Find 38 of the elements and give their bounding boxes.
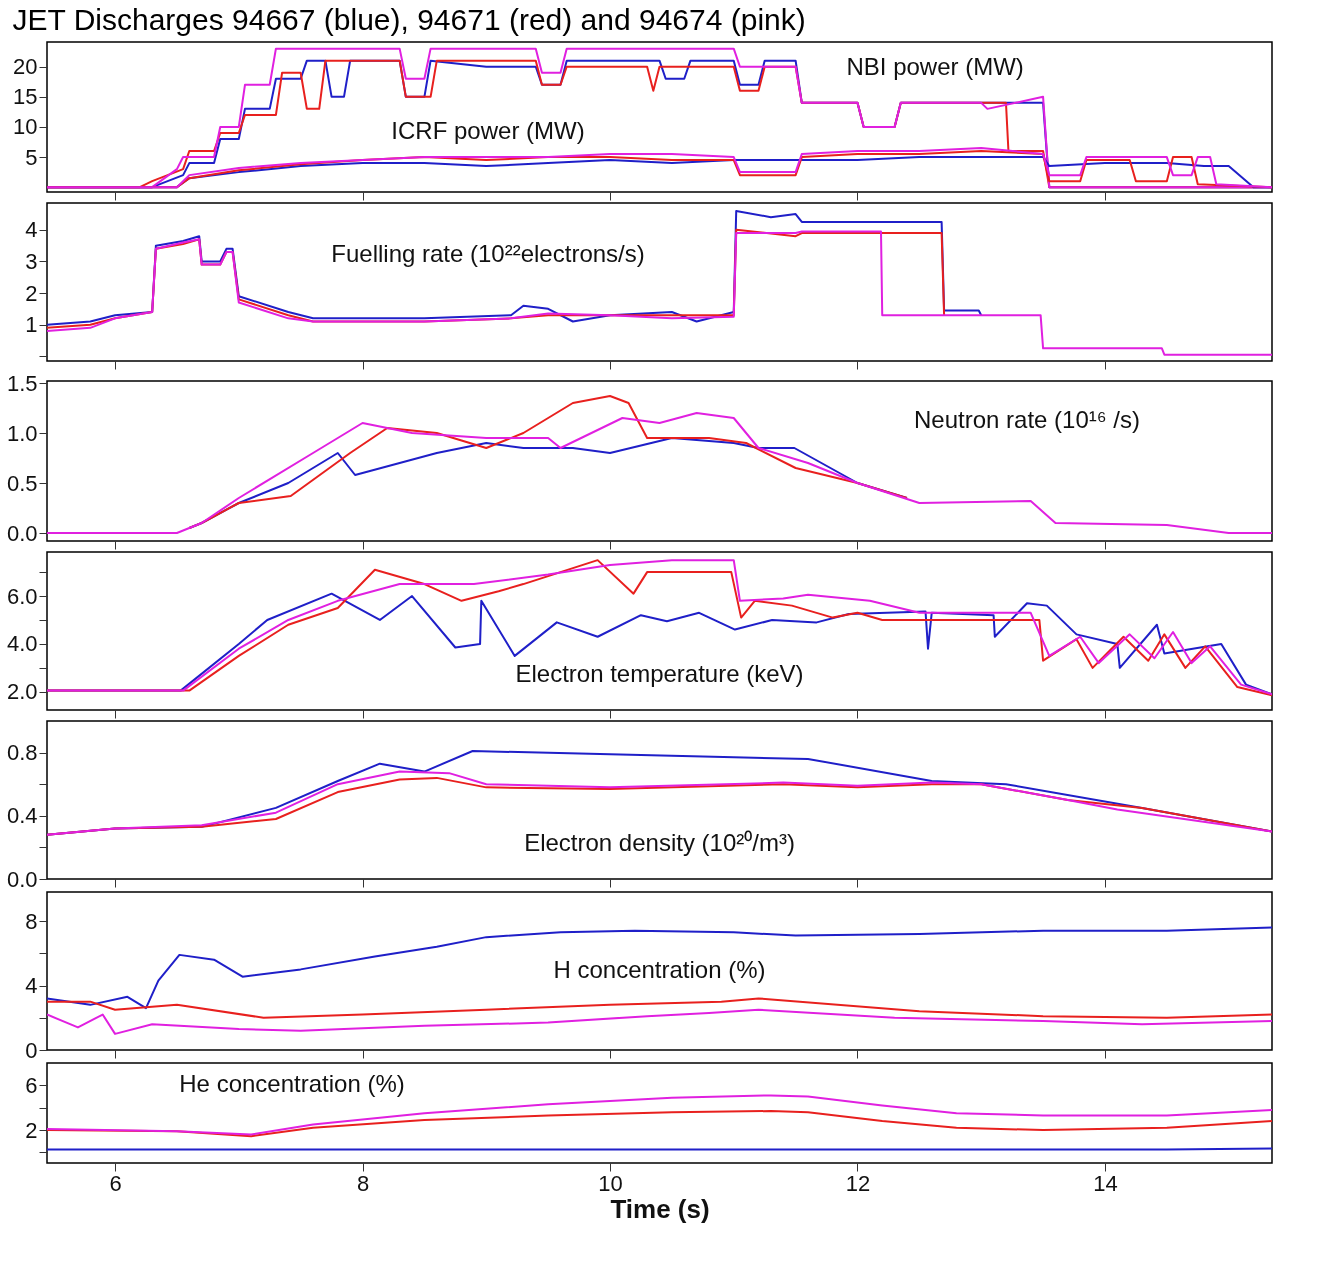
x-tick-label: 6 [109, 1170, 122, 1196]
annotation: H concentration (%) [553, 956, 766, 983]
y-tick-label: 4.0 [6, 631, 38, 657]
y-tick-label: 8 [25, 908, 38, 934]
annotation: ICRF power (MW) [391, 117, 585, 144]
y-tick-label: 10 [13, 114, 38, 140]
x-tick-label: 12 [845, 1170, 871, 1196]
y-tick-label: 6.0 [6, 583, 38, 609]
y-tick-label: 0.8 [6, 740, 38, 766]
y-tick-label: 2.0 [6, 679, 38, 705]
y-tick-label: 2 [25, 280, 38, 306]
annotation: Fuelling rate (10²²electrons/s) [331, 240, 645, 268]
y-tick-label: 4 [25, 973, 38, 999]
y-tick-label: 20 [13, 54, 38, 80]
chart-title: JET Discharges 94667 (blue), 94671 (red) and 94674 (pink) [12, 3, 806, 36]
y-tick-label: 2 [25, 1117, 38, 1143]
y-tick-label: 0.4 [6, 803, 38, 829]
y-tick-label: 0.5 [6, 470, 38, 496]
y-tick-label: 15 [13, 84, 38, 110]
annotation: Electron density (10²⁰/m³) [524, 829, 795, 857]
x-tick-label: 14 [1093, 1170, 1118, 1196]
y-tick-label: 6 [25, 1072, 38, 1098]
x-tick-label: 10 [598, 1170, 623, 1196]
y-tick-label: 5 [25, 144, 38, 170]
annotation: Neutron rate (10¹⁶ /s) [914, 406, 1140, 433]
y-tick-label: 1 [25, 312, 38, 338]
y-tick-label: 0.0 [6, 866, 38, 892]
annotation: He concentration (%) [179, 1070, 405, 1097]
y-tick-label: 1.0 [6, 420, 38, 446]
y-tick-label: 1.5 [6, 370, 38, 396]
y-tick-label: 0.0 [6, 520, 38, 546]
annotation: NBI power (MW) [846, 52, 1024, 80]
x-tick-label: 8 [356, 1170, 370, 1196]
y-tick-label: 0 [25, 1037, 38, 1063]
y-tick-label: 4 [25, 217, 38, 243]
annotation: Electron temperature (keV) [515, 660, 804, 688]
x-axis-title: Time (s) [610, 1193, 710, 1224]
y-tick-label: 3 [25, 248, 38, 274]
